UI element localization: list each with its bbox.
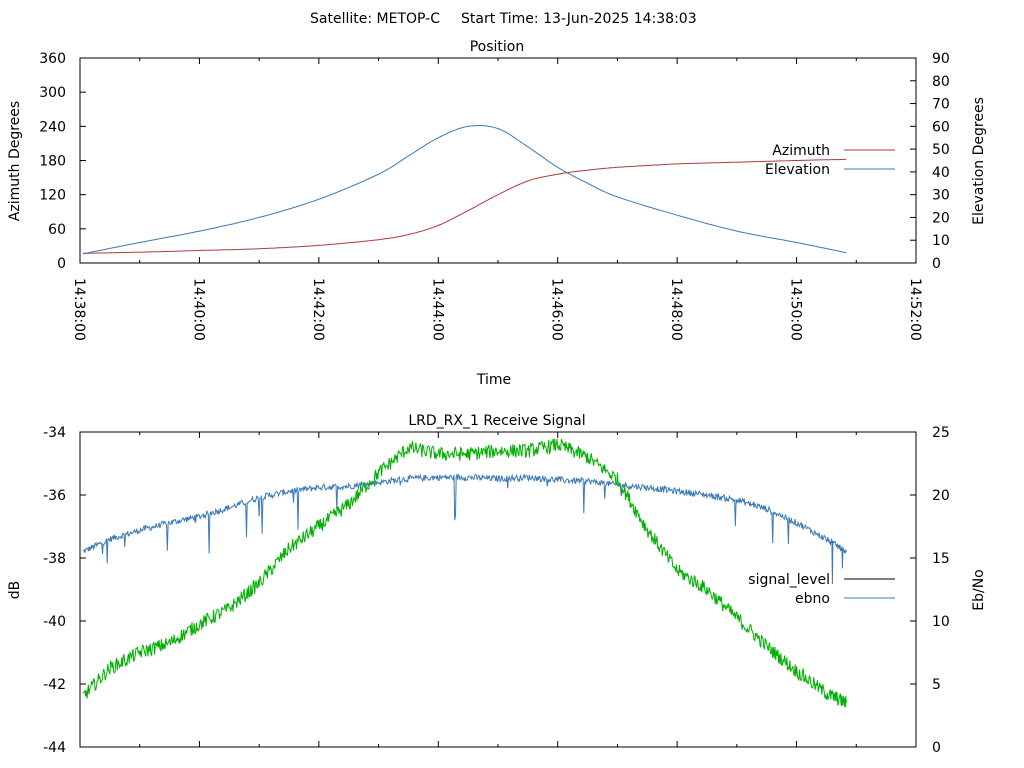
y2-tick-label: 60 [932, 119, 950, 135]
elevation-series-line [82, 125, 847, 255]
y-tick-label: 360 [39, 51, 66, 67]
y2-tick-label: 40 [932, 165, 950, 181]
y2-tick-label: 70 [932, 97, 950, 113]
x-tick-label: 14:40:00 [190, 278, 206, 341]
legend-label-azimuth: Azimuth [772, 143, 830, 159]
y2-tick-label: 30 [932, 188, 950, 204]
x-tick-label: 14:48:00 [668, 278, 684, 341]
receive-signal-y-axis-label: dB [7, 581, 23, 600]
legend-label-ebno: ebno [795, 591, 830, 607]
y-tick-label: -40 [43, 614, 66, 630]
x-tick-label: 14:46:00 [549, 278, 565, 341]
legend-label-elevation: Elevation [765, 162, 830, 178]
y2-tick-label: 15 [932, 551, 950, 567]
y-tick-label: 180 [39, 154, 66, 170]
x-tick-label: 14:44:00 [429, 278, 445, 341]
x-tick-label: 14:50:00 [788, 278, 804, 341]
position-y-axis-label: Azimuth Degrees [7, 101, 23, 221]
position-y2-axis-label: Elevation Degrees [971, 97, 987, 225]
satellite-label: Satellite: METOP-C [310, 11, 440, 27]
y-tick-label: -42 [43, 677, 66, 693]
position-chart-title: Position [470, 39, 525, 55]
y2-tick-label: 25 [932, 425, 950, 441]
y2-tick-label: 10 [932, 614, 950, 630]
y-tick-label: -36 [43, 488, 66, 504]
y2-tick-label: 5 [932, 677, 941, 693]
start-time-label: Start Time: 13-Jun-2025 14:38:03 [461, 11, 697, 27]
x-tick-label: 14:42:00 [310, 278, 326, 341]
unnamed-series-line [82, 438, 847, 708]
receive-signal-chart: LRD_RX_1 Receive Signal dB Eb/No -44 -42 -… [7, 413, 987, 756]
y-tick-label: -38 [43, 551, 66, 567]
receive-signal-y2-axis-label: Eb/No [971, 569, 987, 611]
position-x-axis-label: Time [476, 372, 511, 388]
y-tick-label: 0 [57, 256, 66, 272]
y2-tick-label: 0 [932, 256, 941, 272]
receive-signal-chart-title: LRD_RX_1 Receive Signal [408, 413, 585, 429]
y-tick-label: -34 [43, 425, 66, 441]
azimuth-series-line [83, 158, 847, 254]
y-tick-label: 240 [39, 119, 66, 135]
y-tick-label: 60 [48, 222, 66, 238]
y-tick-label: 120 [39, 188, 66, 204]
ebno-series-line [82, 472, 847, 585]
y2-tick-label: 20 [932, 488, 950, 504]
x-tick-label: 14:52:00 [907, 278, 923, 341]
y2-tick-label: 10 [932, 233, 950, 249]
y2-tick-label: 50 [932, 142, 950, 158]
y2-tick-label: 20 [932, 210, 950, 226]
y2-tick-label: 90 [932, 51, 950, 67]
position-chart: Position Time Azimuth Degrees Elevation … [7, 39, 987, 388]
y-tick-label: 300 [39, 85, 66, 101]
legend-label-signal-level: signal_level [748, 572, 830, 588]
y-tick-label: -44 [43, 740, 66, 756]
y2-tick-label: 0 [932, 740, 941, 756]
x-tick-label: 14:38:00 [71, 278, 87, 341]
y2-tick-label: 80 [932, 74, 950, 90]
